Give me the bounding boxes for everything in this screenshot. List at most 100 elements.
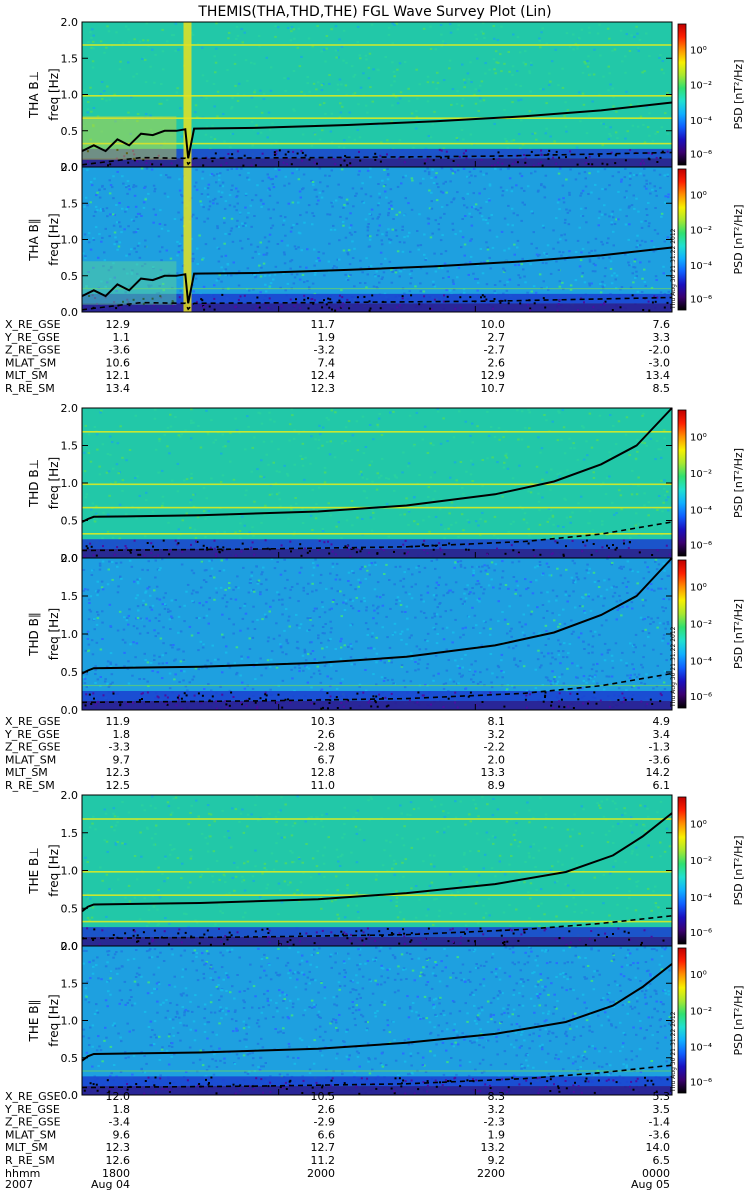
psd-cell bbox=[609, 706, 611, 708]
psd-cell bbox=[463, 168, 466, 170]
psd-cell bbox=[128, 253, 131, 255]
psd-cell bbox=[109, 625, 112, 627]
psd-cell bbox=[182, 651, 185, 653]
psd-cell bbox=[357, 579, 360, 581]
psd-cell bbox=[616, 601, 619, 603]
psd-cell bbox=[240, 656, 243, 658]
psd-cell bbox=[541, 497, 544, 499]
psd-cell bbox=[388, 34, 391, 36]
psd-cell bbox=[427, 223, 430, 225]
psd-cell bbox=[531, 291, 534, 293]
psd-cell bbox=[508, 531, 511, 533]
psd-cell bbox=[330, 28, 333, 30]
psd-cell bbox=[541, 652, 544, 654]
psd-cell bbox=[580, 192, 583, 194]
psd-cell bbox=[228, 582, 231, 584]
psd-cell bbox=[328, 502, 331, 504]
psd-cell bbox=[265, 290, 268, 292]
psd-cell bbox=[162, 50, 165, 52]
psd-cell bbox=[389, 412, 392, 414]
psd-cell bbox=[316, 203, 319, 205]
psd-cell bbox=[242, 567, 245, 569]
psd-cell bbox=[655, 275, 658, 277]
psd-cell bbox=[90, 181, 93, 183]
psd-cell bbox=[601, 524, 604, 526]
psd-cell bbox=[485, 173, 488, 175]
psd-cell bbox=[591, 163, 593, 165]
psd-cell bbox=[597, 596, 600, 598]
psd-cell bbox=[369, 700, 371, 702]
psd-cell bbox=[494, 284, 497, 286]
psd-cell bbox=[535, 139, 538, 141]
psd-cell bbox=[637, 687, 640, 689]
psd-cell bbox=[635, 458, 638, 460]
psd-cell bbox=[162, 496, 165, 498]
psd-cell bbox=[200, 305, 202, 307]
psd-cell bbox=[241, 28, 244, 30]
psd-cell bbox=[252, 589, 255, 591]
psd-cell bbox=[96, 192, 99, 194]
psd-cell bbox=[514, 264, 517, 266]
psd-cell bbox=[660, 157, 662, 159]
psd-cell bbox=[295, 248, 298, 250]
psd-cell bbox=[463, 79, 466, 81]
psd-cell bbox=[452, 632, 455, 634]
psd-cell bbox=[558, 654, 561, 656]
psd-cell bbox=[139, 495, 142, 497]
psd-cell bbox=[629, 541, 631, 543]
psd-cell bbox=[214, 138, 217, 140]
psd-cell bbox=[583, 61, 586, 63]
psd-cell bbox=[640, 682, 643, 684]
psd-cell bbox=[171, 600, 174, 602]
psd-cell bbox=[176, 165, 178, 167]
psd-cell bbox=[639, 244, 642, 246]
psd-cell bbox=[238, 299, 240, 301]
psd-cell bbox=[655, 195, 658, 197]
psd-cell bbox=[440, 443, 443, 445]
psd-cell bbox=[635, 646, 638, 648]
psd-cell bbox=[244, 688, 247, 690]
psd-cell bbox=[290, 299, 292, 301]
psd-cell bbox=[464, 601, 467, 603]
psd-cell bbox=[643, 175, 646, 177]
psd-cell bbox=[136, 642, 139, 644]
psd-cell bbox=[422, 439, 425, 441]
psd-cell bbox=[600, 595, 603, 597]
psd-cell bbox=[378, 418, 381, 420]
psd-cell bbox=[130, 248, 133, 250]
psd-cell bbox=[118, 221, 121, 223]
psd-cell bbox=[578, 173, 581, 175]
psd-cell bbox=[169, 610, 172, 612]
psd-cell bbox=[627, 581, 630, 583]
psd-cell bbox=[494, 168, 497, 170]
psd-cell bbox=[523, 154, 525, 156]
psd-cell bbox=[638, 674, 641, 676]
psd-cell bbox=[602, 243, 605, 245]
psd-cell bbox=[496, 676, 499, 678]
psd-cell bbox=[411, 209, 414, 211]
psd-cell bbox=[587, 66, 590, 68]
psd-cell bbox=[660, 291, 663, 293]
psd-cell bbox=[612, 425, 615, 427]
psd-cell bbox=[264, 236, 267, 238]
psd-cell bbox=[628, 223, 631, 225]
psd-cell bbox=[436, 582, 439, 584]
psd-cell bbox=[609, 84, 612, 86]
psd-cell bbox=[120, 578, 123, 580]
psd-cell bbox=[488, 69, 491, 71]
psd-cell bbox=[127, 112, 130, 114]
psd-cell bbox=[601, 670, 604, 672]
psd-cell bbox=[248, 290, 251, 292]
psd-cell bbox=[364, 669, 367, 671]
psd-cell bbox=[600, 291, 603, 293]
psd-cell bbox=[211, 173, 214, 175]
psd-cell bbox=[465, 588, 468, 590]
psd-cell bbox=[272, 225, 275, 227]
psd-cell bbox=[337, 308, 339, 310]
psd-cell bbox=[371, 209, 374, 211]
psd-cell bbox=[113, 243, 116, 245]
psd-cell bbox=[267, 548, 269, 550]
psd-cell bbox=[659, 677, 662, 679]
psd-cell bbox=[441, 150, 443, 152]
psd-cell bbox=[572, 34, 575, 36]
